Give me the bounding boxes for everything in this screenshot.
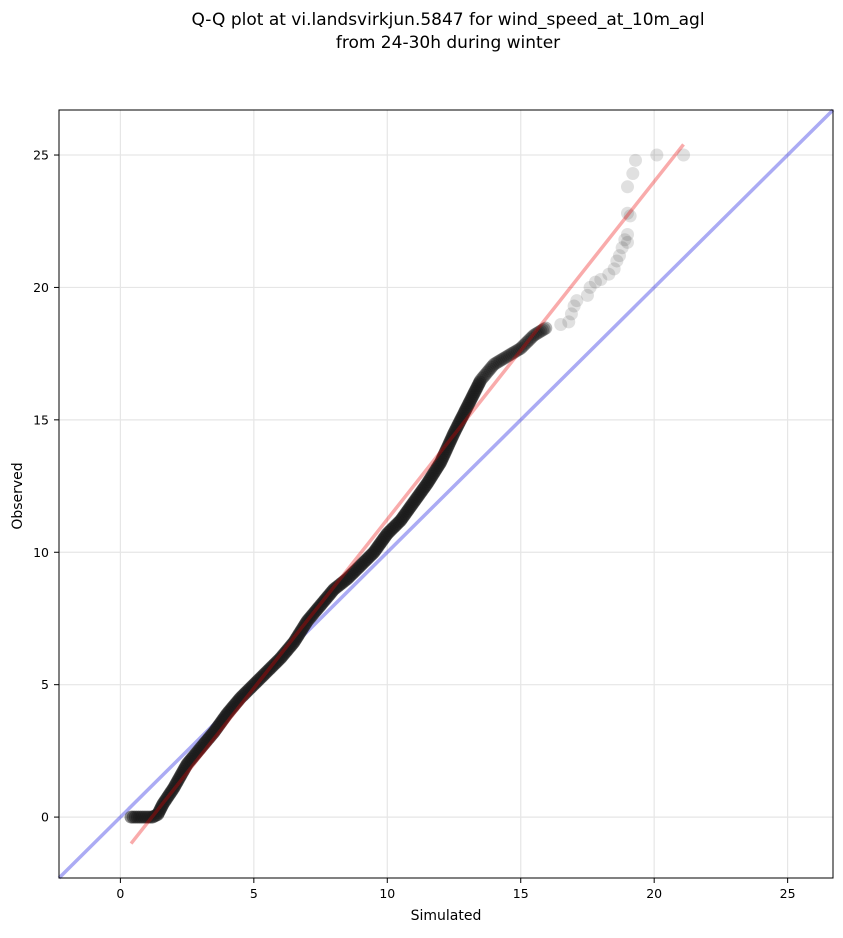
qq-tail-point xyxy=(620,206,634,220)
qq-point xyxy=(507,345,521,359)
qq-point xyxy=(523,333,537,347)
grid xyxy=(59,110,833,878)
y-tick-label: 25 xyxy=(33,148,49,163)
qq-point xyxy=(530,326,544,340)
x-tick-label: 10 xyxy=(379,886,395,901)
qq-point xyxy=(484,360,498,374)
qq-tail-point xyxy=(554,318,568,332)
qq-point xyxy=(505,346,519,360)
qq-tail-point xyxy=(677,148,691,162)
qq-tail-point xyxy=(618,233,632,247)
qq-point xyxy=(500,349,514,363)
qq-tail-point xyxy=(588,275,602,289)
qq-tail-point xyxy=(567,299,581,313)
axis-ticks: 0 5 10 15 20 25 0 5 10 15 20 25 xyxy=(33,148,795,901)
data-points xyxy=(124,148,691,824)
qq-tail-point xyxy=(612,249,626,263)
y-tick-label: 0 xyxy=(41,810,49,825)
qq-tail-point xyxy=(650,148,664,162)
qq-point xyxy=(478,368,492,382)
y-tick-label: 20 xyxy=(33,280,49,295)
qq-point xyxy=(518,337,532,351)
qq-point xyxy=(504,347,518,361)
qq-point xyxy=(515,340,529,354)
qq-tail-point xyxy=(626,167,640,181)
qq-point xyxy=(486,359,500,373)
qq-point xyxy=(534,324,548,338)
qq-tail-point xyxy=(580,288,594,302)
qq-tail-point xyxy=(602,267,616,281)
qq-point xyxy=(499,350,513,364)
qq-point xyxy=(532,325,546,339)
reference-line-1to1 xyxy=(57,108,835,880)
qq-point xyxy=(483,362,497,376)
qq-tail-point xyxy=(562,315,576,329)
qq-point xyxy=(490,355,504,369)
qq-point xyxy=(487,357,501,371)
chart-title-line-1: Q-Q plot at vi.landsvirkjun.5847 for win… xyxy=(191,10,704,30)
qq-point xyxy=(527,328,541,342)
y-tick-label: 10 xyxy=(33,545,49,560)
qq-tail-point xyxy=(583,280,597,294)
qq-point xyxy=(509,344,523,358)
x-tick-label: 5 xyxy=(250,886,258,901)
qq-point xyxy=(510,343,524,357)
qq-tail-point xyxy=(628,153,642,167)
qq-point xyxy=(476,370,490,384)
qq-point xyxy=(539,321,553,335)
qq-tail-point xyxy=(610,254,624,268)
qq-point xyxy=(492,354,506,368)
qq-point xyxy=(479,367,493,381)
qq-point xyxy=(473,375,487,389)
qq-point xyxy=(517,338,531,352)
plot-frame xyxy=(58,109,834,879)
qq-point xyxy=(535,323,549,337)
x-tick-label: 20 xyxy=(646,886,662,901)
qq-point xyxy=(502,348,516,362)
qq-point xyxy=(497,351,511,365)
qq-point xyxy=(529,327,543,341)
qq-point xyxy=(526,330,540,344)
qq-tail-point xyxy=(623,209,637,223)
qq-point xyxy=(521,334,535,348)
qq-tail-point xyxy=(564,307,578,321)
y-axis-label: Observed xyxy=(10,462,26,529)
fit-line-layer xyxy=(129,143,685,845)
qq-point xyxy=(474,373,488,387)
qq-tail-point xyxy=(607,262,621,276)
qq-point xyxy=(512,342,526,356)
x-axis-label: Simulated xyxy=(411,908,482,924)
qq-tail-point xyxy=(570,294,584,308)
reference-line-layer xyxy=(57,108,835,880)
qq-point xyxy=(495,352,509,366)
x-tick-label: 15 xyxy=(513,886,529,901)
qq-point xyxy=(489,356,503,370)
qq-tail-point xyxy=(620,227,634,241)
y-tick-label: 15 xyxy=(33,412,49,427)
qq-tail-point xyxy=(620,180,634,194)
qq-tail-point xyxy=(594,272,608,286)
qq-point xyxy=(520,335,534,349)
x-tick-label: 25 xyxy=(780,886,796,901)
fit-line xyxy=(129,143,685,845)
qq-point xyxy=(475,372,489,386)
y-tick-label: 5 xyxy=(41,677,49,692)
qq-point xyxy=(482,364,496,378)
qq-tail-point xyxy=(615,241,629,255)
qq-tail-point xyxy=(620,235,634,249)
x-tick-label: 0 xyxy=(116,886,124,901)
qq-point xyxy=(537,322,551,336)
chart-title-line-2: from 24-30h during winter xyxy=(336,33,560,53)
qq-point xyxy=(514,341,528,355)
qq-point xyxy=(524,331,538,345)
qq-point xyxy=(494,353,508,367)
qq-point xyxy=(480,365,494,379)
